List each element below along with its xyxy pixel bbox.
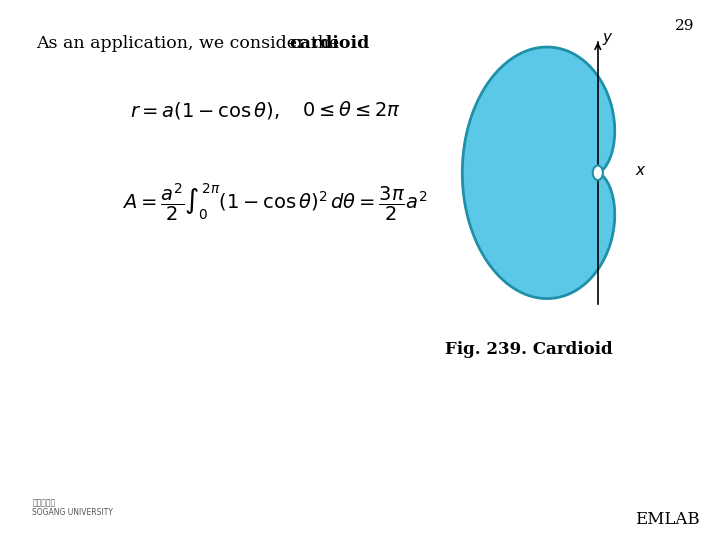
Circle shape (593, 166, 603, 180)
Text: EMLAB: EMLAB (635, 511, 700, 528)
Text: 29: 29 (675, 19, 695, 33)
Text: Fig. 239. Cardioid: Fig. 239. Cardioid (446, 341, 613, 358)
Text: cardioid: cardioid (289, 35, 369, 52)
Text: $y$: $y$ (602, 31, 613, 47)
Text: 서강대학교
SOGANG UNIVERSITY: 서강대학교 SOGANG UNIVERSITY (32, 498, 113, 517)
Text: $r = a(1 - \cos\theta),$: $r = a(1 - \cos\theta),$ (130, 100, 279, 121)
Text: $0 \leq \theta \leq 2\pi$: $0 \leq \theta \leq 2\pi$ (302, 101, 401, 120)
Polygon shape (462, 47, 615, 299)
Text: $A = \dfrac{a^2}{2}\int_0^{2\pi}(1-\cos\theta)^2\,d\theta = \dfrac{3\pi}{2}a^2$: $A = \dfrac{a^2}{2}\int_0^{2\pi}(1-\cos\… (122, 181, 428, 224)
Text: As an application, we consider the: As an application, we consider the (36, 35, 345, 52)
Text: $x$: $x$ (635, 164, 647, 178)
